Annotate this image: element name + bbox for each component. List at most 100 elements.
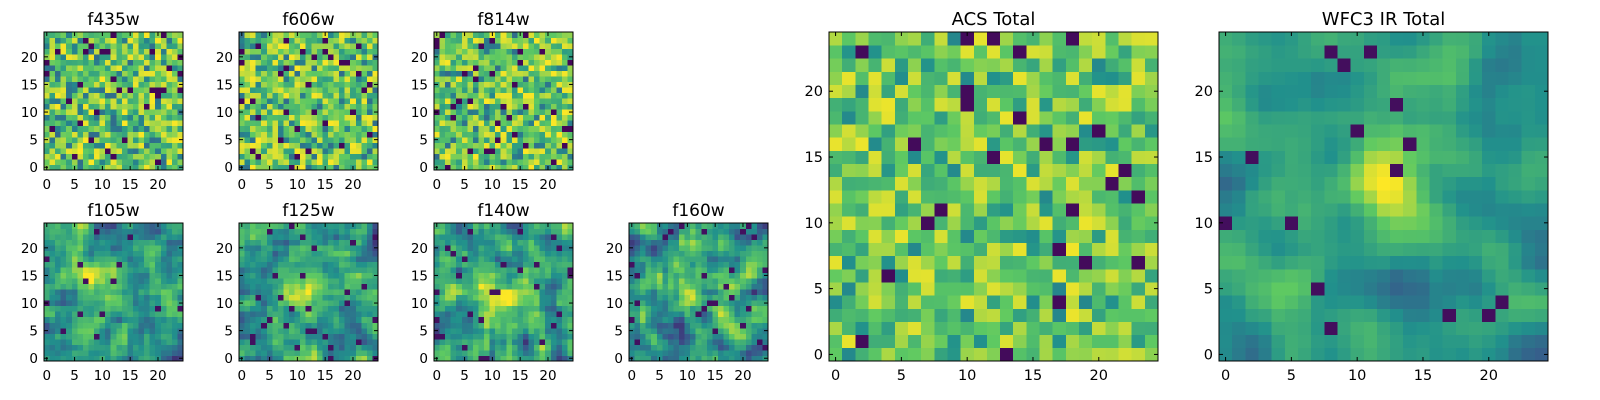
heatmap-cell [539,294,546,301]
axes-frame [628,222,769,362]
heatmap-cell [177,316,184,323]
heatmap-cell [99,120,106,127]
heatmap-cell [561,327,568,334]
heatmap-cell [49,131,56,138]
heatmap-cell [1013,203,1027,217]
heatmap-cell [99,136,106,143]
heatmap-cell [1052,229,1067,243]
heatmap-cell [132,125,139,132]
heatmap-cell [701,228,708,235]
heatmap-cell [656,333,663,340]
heatmap-cell [467,322,474,329]
heatmap-cell [138,65,145,72]
heatmap-cell [121,338,128,345]
heatmap-cell [350,81,357,88]
heatmap-cell [327,98,334,105]
heatmap-cell [511,98,518,105]
heatmap-cell [550,120,557,127]
heatmap-cell [322,131,329,138]
heatmap-cell [277,76,284,83]
heatmap-cell [489,87,496,94]
heatmap-cell [695,278,702,285]
heatmap-cell [277,300,284,307]
heatmap-cell [355,289,362,296]
heatmap-cell [478,322,485,329]
heatmap-cell [645,267,652,274]
heatmap-cell [121,142,128,149]
heatmap-cell [511,245,518,251]
heatmap-cell [166,278,173,285]
heatmap-cell [478,142,485,149]
heatmap-cell [166,131,173,138]
heatmap-cell [77,37,84,44]
heatmap-cell [266,114,273,121]
heatmap-cell [138,349,145,356]
heatmap-cell [327,223,334,229]
heatmap-cell [350,333,357,340]
heatmap-cell [500,316,507,323]
heatmap-cell [456,125,463,132]
heatmap-cell [316,311,323,318]
heatmap-cell [49,322,56,329]
heatmap-cell [489,305,496,312]
heatmap-cell [679,355,685,362]
heatmap-cell [250,153,257,160]
heatmap-cell [327,153,334,160]
heatmap-cell [272,142,279,149]
heatmap-cell [534,164,541,171]
heatmap-cell [82,70,89,77]
heatmap-cell [127,147,134,154]
heatmap-cell [127,338,134,345]
heatmap-cell [239,322,245,329]
heatmap-cell [706,245,713,251]
heatmap-cell [522,43,529,49]
heatmap-cell [684,283,691,290]
heatmap-cell [567,70,574,77]
heatmap-cell [684,234,691,240]
heatmap-cell [255,131,262,138]
heatmap-cell [434,76,440,83]
heatmap-cell [656,289,663,296]
heatmap-cell [155,322,162,329]
heatmap-cell [333,223,340,229]
heatmap-cell [160,158,167,165]
heatmap-cell [105,98,112,105]
heatmap-cell [82,250,89,257]
heatmap-cell [489,48,496,55]
heatmap-cell [842,347,856,362]
heatmap-cell [160,344,167,351]
heatmap-cell [171,261,178,268]
heatmap-cell [316,344,323,351]
heatmap-cell [121,70,128,77]
heatmap-cell [66,344,73,351]
heatmap-cell [517,142,524,149]
heatmap-cell [372,92,379,99]
heatmap-cell [361,327,368,334]
heatmap-cell [1131,347,1146,362]
heatmap-cell [166,333,173,340]
heatmap-cell [1065,282,1080,296]
heatmap-cell [434,228,440,235]
heatmap-cell [138,92,145,99]
heatmap-cell [177,256,184,263]
heatmap-cell [71,289,78,296]
heatmap-cell [355,333,362,340]
heatmap-cell [717,245,724,251]
heatmap-cell [366,142,373,149]
heatmap-cell [49,48,56,55]
heatmap-cell [94,283,100,290]
heatmap-cell [1144,268,1159,283]
heatmap-cell [651,355,658,362]
x-tick-label: 0 [432,177,441,193]
heatmap-cell [261,125,268,132]
y-tick-label: 20 [411,50,428,66]
heatmap-cell [166,245,173,251]
heatmap-cell [105,289,112,296]
heatmap-cell [439,311,446,318]
heatmap-cell [300,114,307,121]
heatmap-cell [272,245,279,251]
heatmap-cell [82,131,89,138]
heatmap-cell [350,267,357,274]
